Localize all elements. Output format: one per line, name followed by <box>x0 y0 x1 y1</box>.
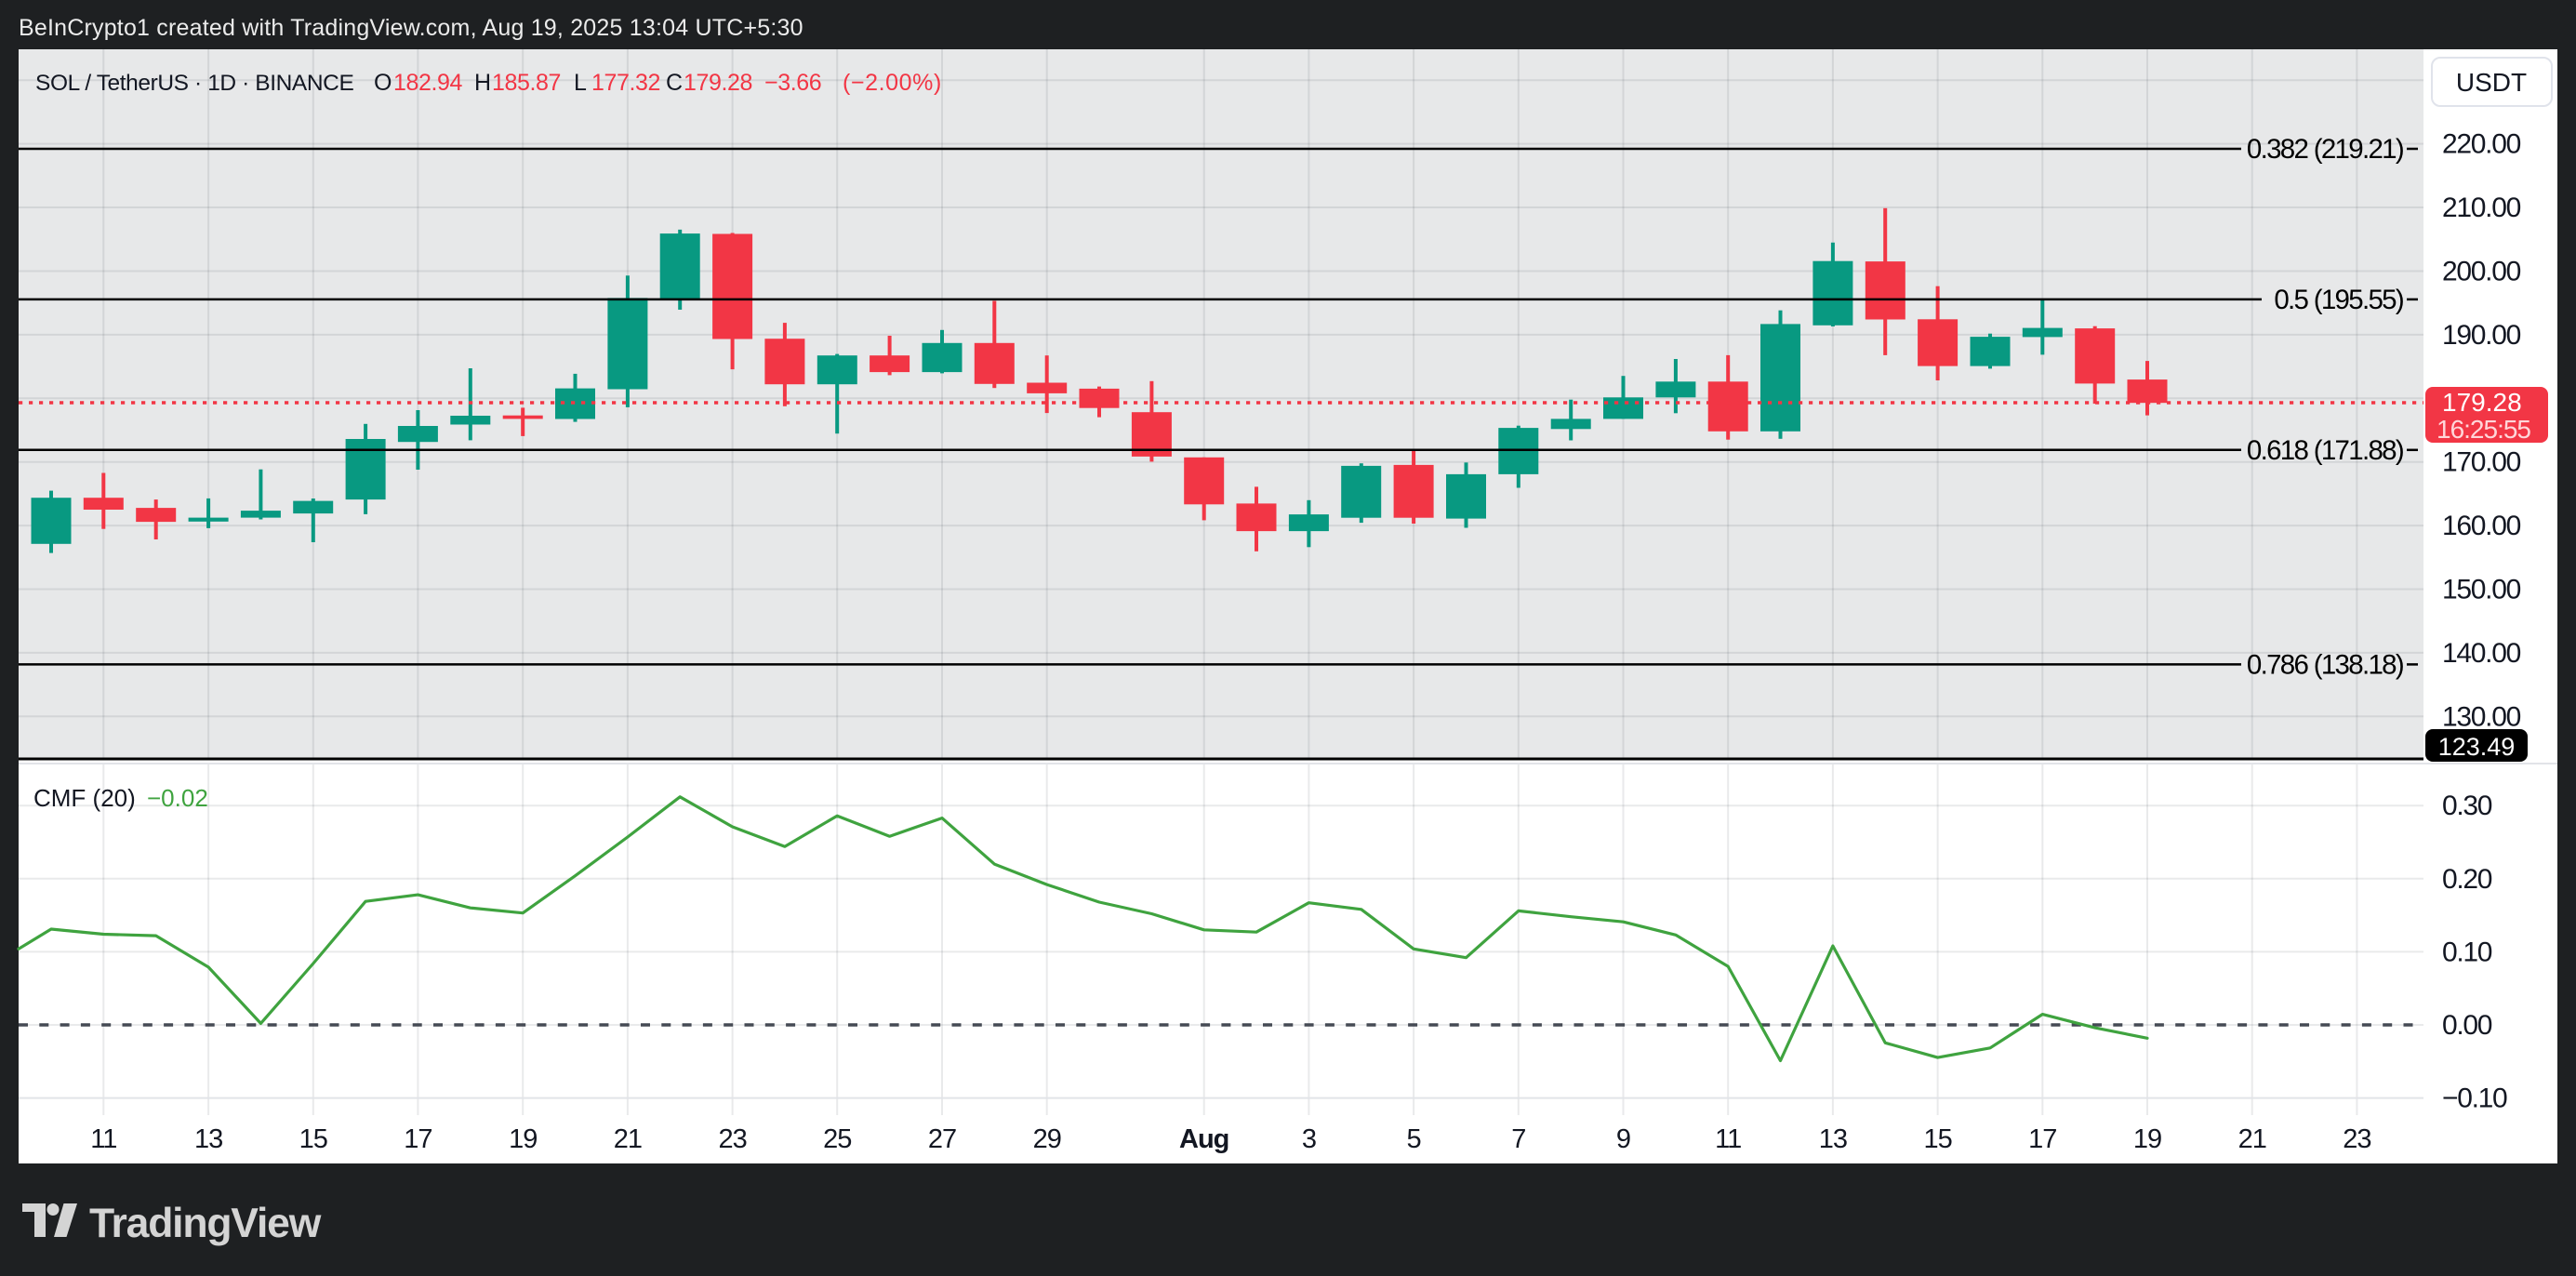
svg-text:220.00: 220.00 <box>2442 129 2521 160</box>
svg-text:7: 7 <box>1511 1124 1525 1154</box>
svg-text:Aug: Aug <box>1179 1124 1228 1154</box>
svg-text:C: C <box>666 70 683 96</box>
svg-text:0.382 (219.21): 0.382 (219.21) <box>2247 134 2403 165</box>
svg-text:185.87: 185.87 <box>492 70 561 96</box>
svg-text:15: 15 <box>299 1124 327 1154</box>
svg-text:190.00: 190.00 <box>2442 320 2521 351</box>
svg-text:170.00: 170.00 <box>2442 447 2521 478</box>
svg-text:CMF (20): CMF (20) <box>33 784 136 812</box>
svg-text:17: 17 <box>2028 1124 2056 1154</box>
svg-text:179.28: 179.28 <box>2442 388 2522 417</box>
svg-text:H: H <box>474 70 491 96</box>
svg-text:21: 21 <box>2238 1124 2266 1154</box>
svg-text:11: 11 <box>90 1124 116 1154</box>
svg-text:21: 21 <box>614 1124 642 1154</box>
svg-text:3: 3 <box>1302 1124 1316 1154</box>
svg-text:5: 5 <box>1407 1124 1421 1154</box>
svg-text:130.00: 130.00 <box>2442 701 2521 732</box>
svg-text:0.786 (138.18): 0.786 (138.18) <box>2247 649 2403 680</box>
svg-text:0.00: 0.00 <box>2442 1010 2492 1041</box>
svg-text:17: 17 <box>404 1124 432 1154</box>
svg-text:19: 19 <box>2133 1124 2161 1154</box>
svg-text:L: L <box>574 70 587 96</box>
svg-text:0.20: 0.20 <box>2442 864 2492 895</box>
svg-text:0.10: 0.10 <box>2442 937 2492 967</box>
svg-text:O: O <box>374 70 392 96</box>
svg-text:140.00: 140.00 <box>2442 638 2521 669</box>
svg-text:123.49: 123.49 <box>2438 733 2516 761</box>
svg-text:182.94: 182.94 <box>393 70 463 96</box>
svg-text:29: 29 <box>1033 1124 1061 1154</box>
svg-text:210.00: 210.00 <box>2442 193 2521 223</box>
svg-text:177.32: 177.32 <box>591 70 660 96</box>
svg-text:200.00: 200.00 <box>2442 257 2521 287</box>
svg-text:0.618 (171.88): 0.618 (171.88) <box>2247 435 2403 466</box>
svg-text:USDT: USDT <box>2456 68 2527 97</box>
svg-text:0.30: 0.30 <box>2442 791 2492 821</box>
svg-text:11: 11 <box>1715 1124 1741 1154</box>
svg-text:23: 23 <box>2343 1124 2370 1154</box>
svg-text:160.00: 160.00 <box>2442 511 2521 541</box>
svg-text:(−2.00%): (−2.00%) <box>843 70 942 96</box>
svg-text:13: 13 <box>194 1124 222 1154</box>
svg-text:−0.10: −0.10 <box>2442 1083 2507 1114</box>
svg-text:16:25:55: 16:25:55 <box>2437 415 2530 444</box>
svg-text:25: 25 <box>823 1124 851 1154</box>
svg-text:−0.02: −0.02 <box>147 784 208 812</box>
svg-text:9: 9 <box>1616 1124 1630 1154</box>
svg-text:179.28: 179.28 <box>684 70 752 96</box>
svg-text:27: 27 <box>928 1124 956 1154</box>
svg-text:−3.66: −3.66 <box>764 70 821 96</box>
svg-text:15: 15 <box>1923 1124 1951 1154</box>
svg-text:SOL / TetherUS · 1D · BINANCE: SOL / TetherUS · 1D · BINANCE <box>35 71 353 96</box>
svg-text:BeInCrypto1 created with Tradi: BeInCrypto1 created with TradingView.com… <box>19 15 803 41</box>
svg-text:13: 13 <box>1819 1124 1847 1154</box>
svg-text:TradingView: TradingView <box>89 1201 322 1246</box>
svg-text:19: 19 <box>509 1124 537 1154</box>
svg-text:23: 23 <box>718 1124 746 1154</box>
svg-text:0.5 (195.55): 0.5 (195.55) <box>2274 285 2403 315</box>
svg-text:150.00: 150.00 <box>2442 575 2521 605</box>
